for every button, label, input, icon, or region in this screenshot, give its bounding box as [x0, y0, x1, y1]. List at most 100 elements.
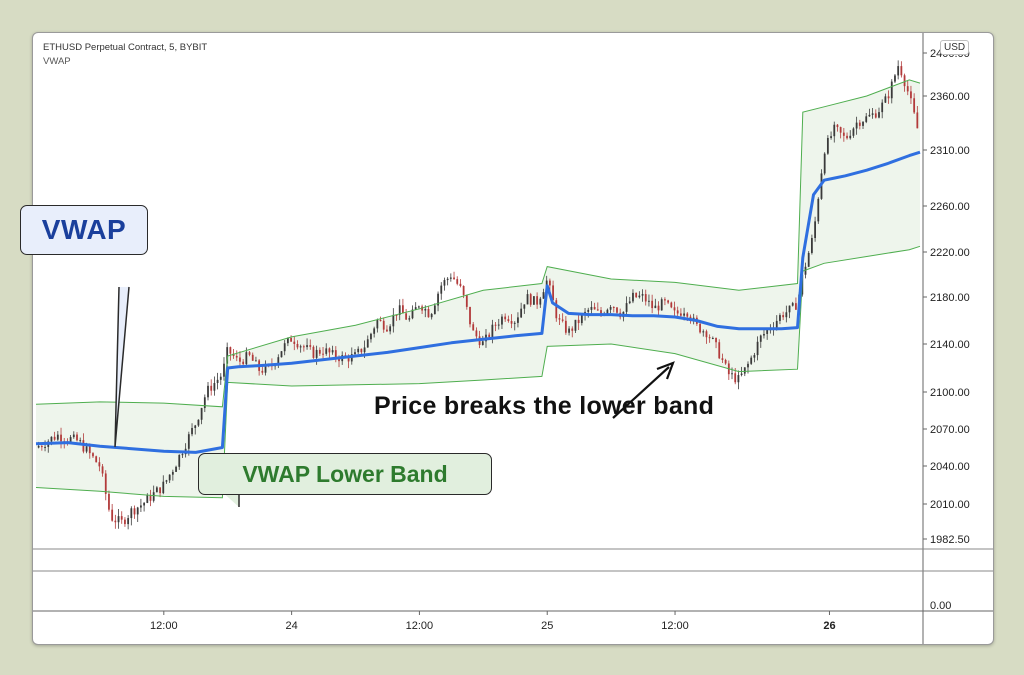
- candle-body: [628, 301, 631, 304]
- candle-body: [200, 408, 203, 420]
- candle-body: [842, 132, 845, 136]
- candle-body: [641, 294, 644, 296]
- candle-body: [916, 112, 919, 129]
- candle-body: [830, 136, 832, 138]
- candle-body: [127, 518, 130, 525]
- candle-body: [181, 454, 184, 456]
- candle-body: [523, 304, 526, 309]
- candle-body: [251, 354, 254, 361]
- candle-body: [216, 379, 219, 384]
- candle-body: [245, 352, 248, 365]
- candle-body: [207, 385, 209, 398]
- price-chart[interactable]: 2400.002360.002310.002260.002220.002180.…: [33, 33, 993, 644]
- candle-body: [92, 453, 94, 457]
- candle-body: [612, 306, 615, 308]
- candle-body: [469, 306, 471, 325]
- candle-body: [731, 373, 733, 375]
- candle-body: [242, 361, 245, 365]
- candle-body: [376, 320, 379, 329]
- candle-body: [386, 329, 388, 332]
- candle-body: [248, 352, 251, 355]
- candle-body: [600, 310, 602, 315]
- candle-body: [44, 446, 46, 448]
- y-tick-label: 1982.50: [930, 534, 970, 546]
- candle-body: [654, 305, 657, 309]
- candle-body: [871, 113, 874, 115]
- candle-body: [868, 114, 871, 117]
- candle-body: [660, 299, 663, 311]
- candle-body: [171, 471, 174, 475]
- candle-body: [366, 339, 369, 348]
- candle-body: [609, 306, 612, 310]
- candle-body: [235, 356, 238, 358]
- candle-body: [734, 373, 737, 383]
- candle-body: [159, 487, 161, 494]
- candle-body: [88, 446, 91, 454]
- candle-body: [338, 358, 340, 362]
- candle-body: [175, 466, 177, 472]
- candle-body: [433, 305, 436, 314]
- candle-body: [149, 495, 152, 501]
- candle-body: [590, 306, 593, 310]
- candle-body: [910, 91, 912, 99]
- candle-body: [255, 360, 257, 362]
- candle-body: [101, 466, 104, 474]
- candle-body: [759, 335, 762, 342]
- candle-body: [625, 303, 628, 312]
- candle-body: [430, 313, 433, 318]
- candle-body: [862, 121, 864, 126]
- candle-body: [561, 319, 564, 321]
- candle-body: [718, 342, 721, 359]
- candle-body: [370, 333, 372, 340]
- candle-body: [315, 349, 318, 358]
- candle-body: [679, 313, 682, 316]
- candle-body: [354, 352, 356, 355]
- candle-body: [223, 363, 225, 377]
- x-tick-label: 26: [823, 620, 835, 632]
- candle-body: [280, 351, 283, 358]
- candle-body: [286, 338, 289, 344]
- candle-body: [456, 279, 459, 284]
- upper-band-line: [35, 79, 921, 408]
- candle-body: [501, 316, 503, 325]
- y-tick-label: 2260.00: [930, 201, 970, 213]
- candle-body: [568, 328, 570, 333]
- candle-body: [673, 307, 676, 311]
- candle-body: [325, 348, 328, 354]
- candle-body: [664, 299, 666, 301]
- candle-body: [574, 319, 577, 331]
- candle-body: [580, 314, 583, 324]
- y-tick-label: 2070.00: [930, 424, 970, 436]
- candle-body: [357, 348, 360, 353]
- candle-body: [95, 456, 98, 463]
- candle-body: [702, 331, 705, 333]
- candle-body: [162, 481, 165, 494]
- candle-body: [475, 330, 478, 337]
- candle-body: [322, 353, 324, 355]
- candle-body: [520, 308, 523, 318]
- currency-badge[interactable]: USD: [940, 40, 970, 55]
- lower-band-callout: VWAP Lower Band: [198, 453, 492, 495]
- candle-body: [98, 462, 101, 467]
- candle-body: [542, 292, 545, 299]
- candle-body: [229, 347, 232, 354]
- candle-body: [715, 337, 717, 343]
- candle-body: [76, 434, 78, 441]
- candle-body: [890, 81, 893, 99]
- candle-body: [104, 473, 107, 494]
- candle-body: [114, 520, 117, 523]
- candle-body: [810, 238, 813, 253]
- axis-layer: 2400.002360.002310.002260.002220.002180.…: [33, 33, 993, 644]
- candle-body: [539, 298, 542, 305]
- candle-body: [724, 359, 727, 364]
- candle-body: [395, 314, 398, 316]
- vwap-line: [35, 150, 921, 454]
- candle-body: [194, 425, 197, 428]
- candle-body: [526, 294, 529, 305]
- candle-body: [136, 507, 139, 515]
- candle-body: [440, 285, 443, 294]
- x-tick-label: 12:00: [661, 620, 689, 632]
- candle-body: [79, 440, 82, 442]
- candle-body: [782, 315, 785, 318]
- candle-body: [72, 434, 75, 438]
